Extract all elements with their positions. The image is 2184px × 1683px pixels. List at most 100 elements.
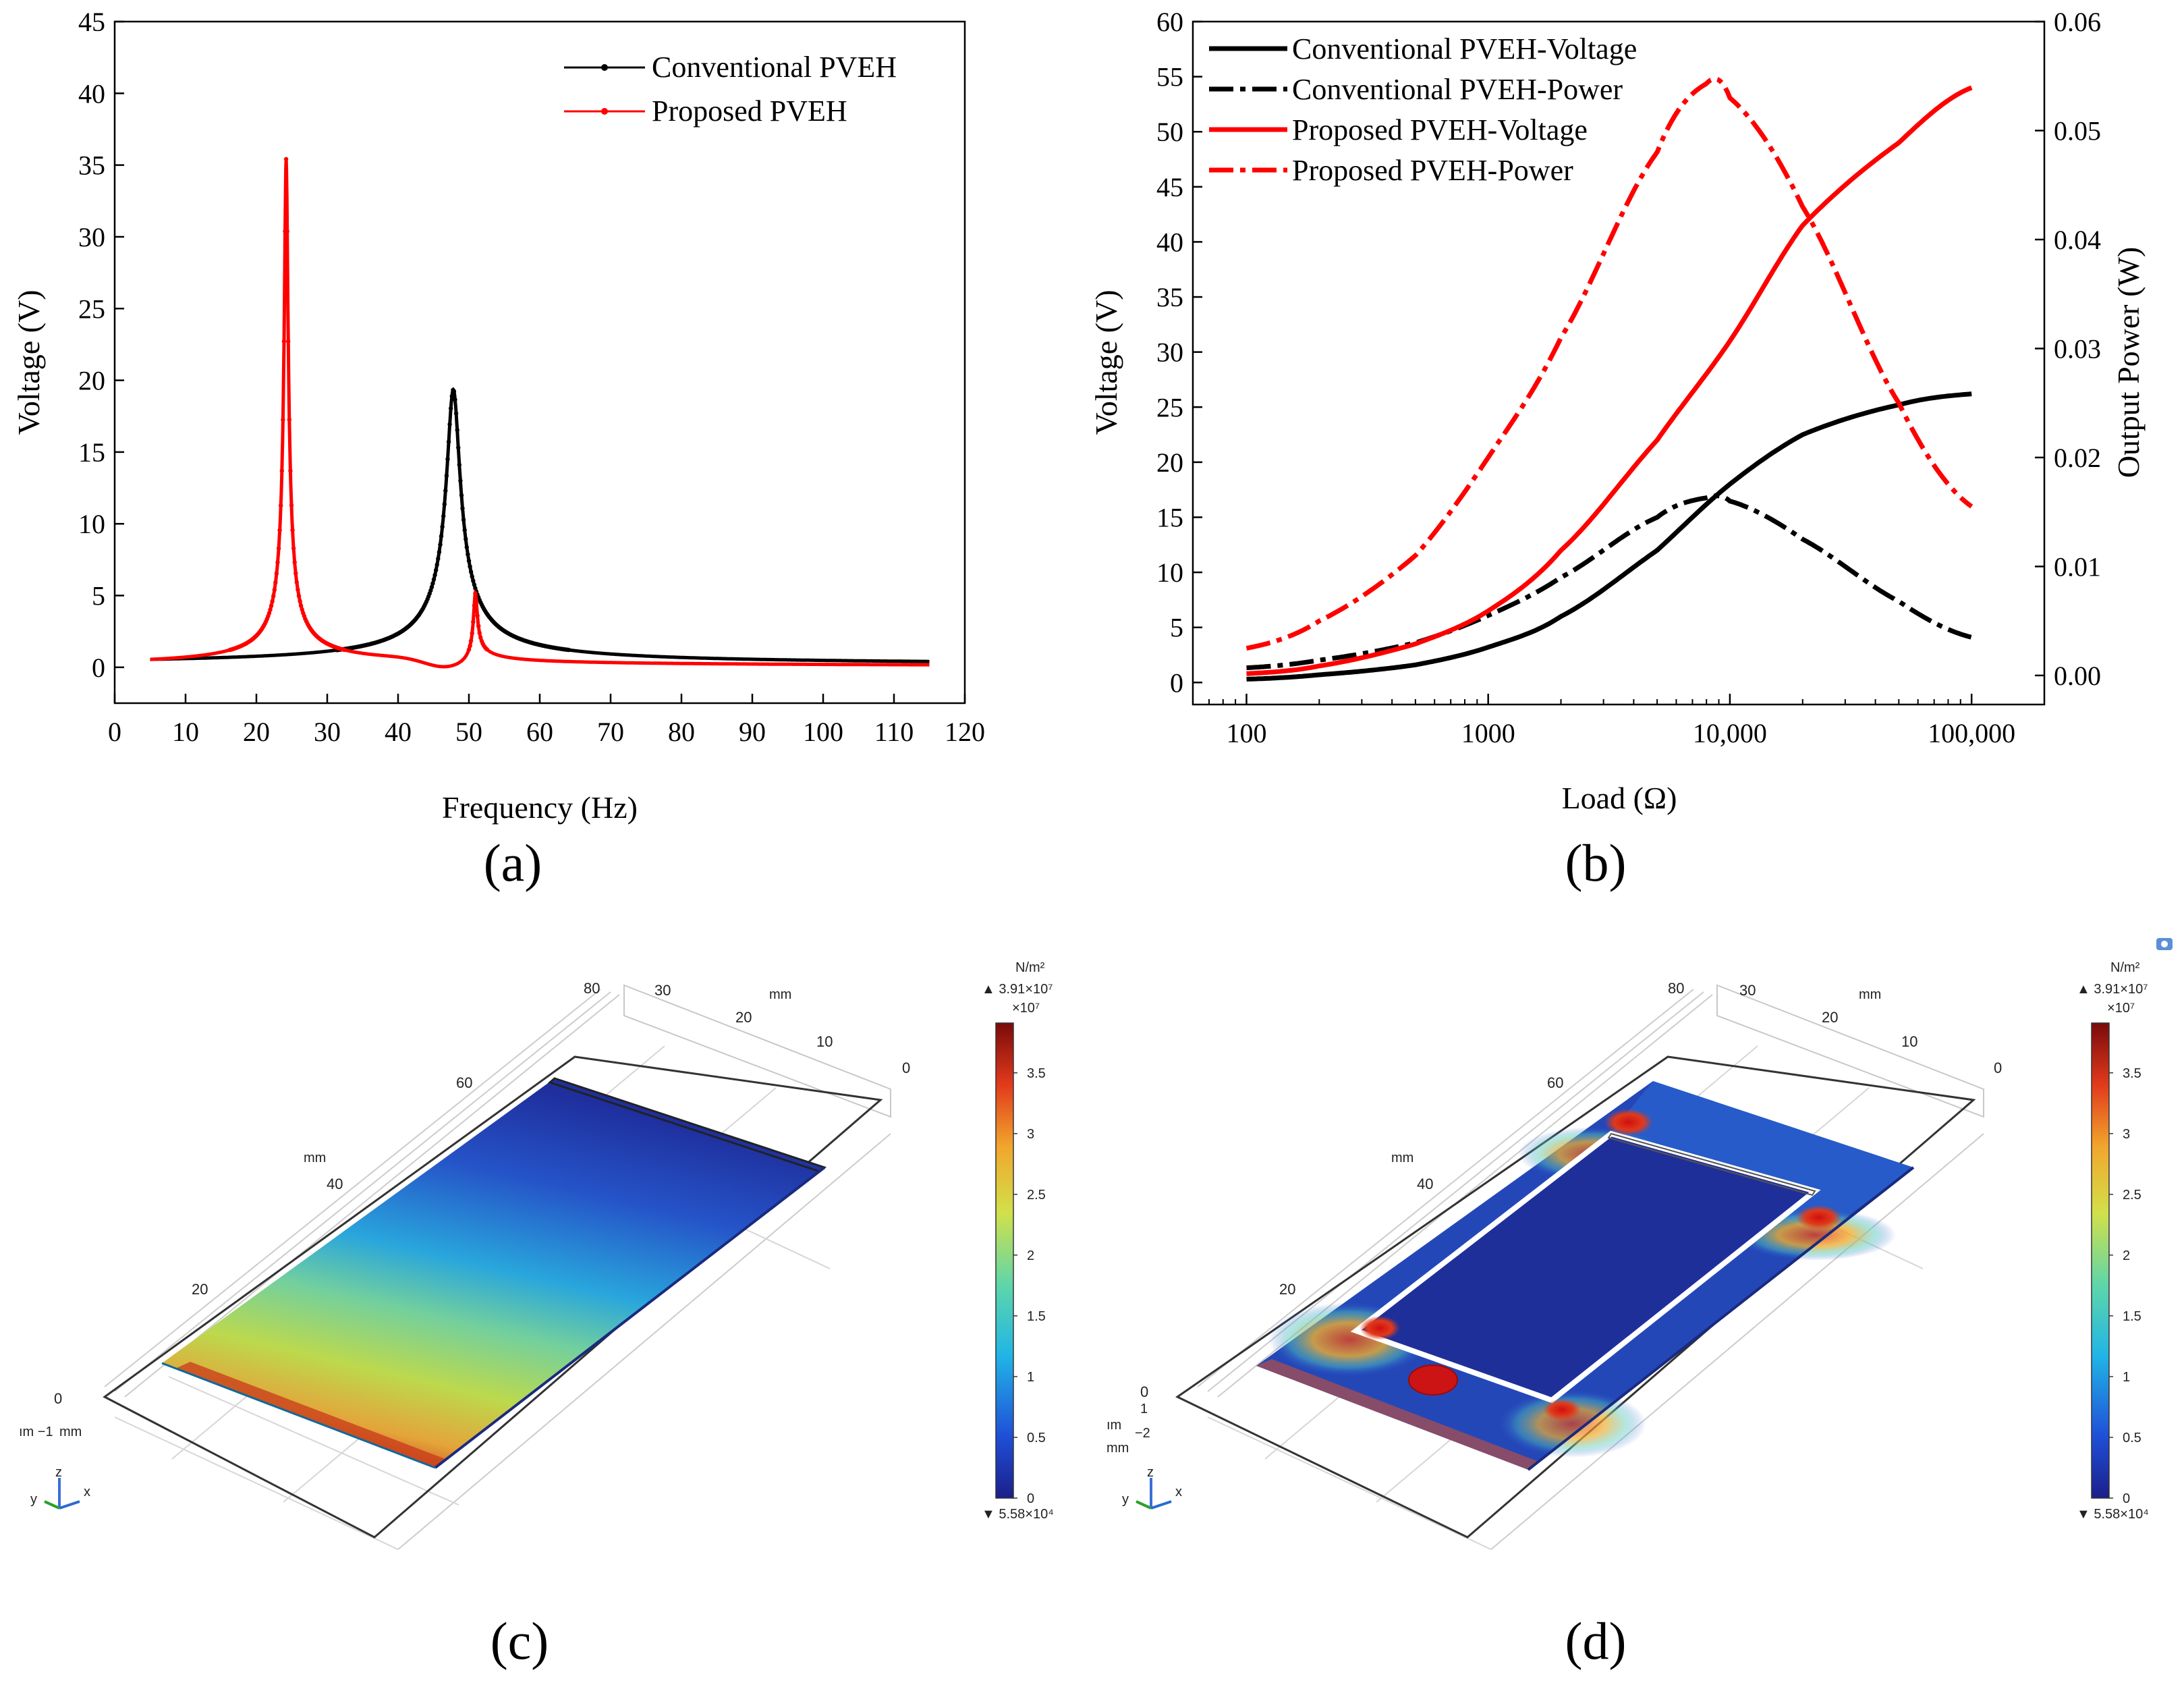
y-tick-label: 55 bbox=[1156, 62, 1183, 92]
colorbar-tick-label: 1 bbox=[1027, 1370, 1034, 1385]
sim-c-max: ▲ 3.91×10⁷ bbox=[982, 982, 1053, 997]
data-point bbox=[281, 417, 285, 422]
sim-c-grid-line bbox=[168, 1376, 459, 1506]
x-tick-label: 100,000 bbox=[1928, 718, 2015, 748]
legend-a-proposed-label: Proposed PVEH bbox=[652, 94, 847, 128]
data-point bbox=[461, 518, 466, 522]
data-point bbox=[271, 594, 276, 599]
panel-c-letter: (c) bbox=[491, 1611, 549, 1670]
data-point bbox=[472, 582, 477, 587]
stress-simulation-proposed: 80 30 mm 20 10 0 60 mm 40 20 0 1 ım −2 m… bbox=[1107, 938, 2173, 1670]
chart-b-x-label: Load (Ω) bbox=[1562, 781, 1677, 815]
chart-a-plot-area bbox=[150, 157, 930, 669]
y2-tick-label: 0.06 bbox=[2054, 7, 2101, 37]
x-tick-label: 60 bbox=[526, 717, 553, 747]
data-point bbox=[449, 406, 453, 411]
sim-c-base-frame bbox=[103, 1055, 883, 1539]
data-point bbox=[274, 571, 279, 576]
data-point bbox=[291, 546, 296, 551]
data-point bbox=[276, 546, 281, 551]
colorbar-tick-label: 3 bbox=[2123, 1127, 2130, 1142]
data-point bbox=[290, 528, 295, 532]
y-tick-label: 45 bbox=[1156, 172, 1183, 202]
sim-c-stress-plate bbox=[162, 1078, 824, 1468]
sim-d-tick: 60 bbox=[1547, 1074, 1563, 1091]
x-tick-label: 50 bbox=[455, 717, 482, 747]
legend-b-conv-voltage-label: Conventional PVEH-Voltage bbox=[1292, 32, 1637, 65]
data-point bbox=[296, 587, 300, 592]
data-point bbox=[468, 638, 474, 643]
sim-d-tick: mm bbox=[1391, 1151, 1413, 1165]
sim-c-back-frame bbox=[623, 984, 891, 1118]
sim-d-large-hotspot bbox=[1408, 1364, 1458, 1396]
data-point bbox=[455, 428, 459, 433]
triad-d-x-label: x bbox=[1175, 1485, 1182, 1499]
chart-b-y-label: Voltage (V) bbox=[1089, 289, 1123, 435]
sim-d-tick: 0 bbox=[1994, 1059, 2002, 1076]
data-point bbox=[288, 468, 293, 473]
triad-d-x-axis bbox=[1150, 1500, 1172, 1510]
x-tick-label: 20 bbox=[243, 717, 270, 747]
sim-c-tick: mm bbox=[304, 1151, 326, 1165]
sim-c-unit: N/m² bbox=[1015, 960, 1045, 975]
legend-b-prop-voltage-label: Proposed PVEH-Voltage bbox=[1292, 113, 1588, 146]
y2-tick-label: 0.04 bbox=[2054, 225, 2101, 255]
camera-icon[interactable] bbox=[2156, 938, 2173, 950]
sim-c-min: ▼ 5.58×10⁴ bbox=[982, 1507, 1054, 1522]
sim-c-tick: 20 bbox=[192, 1281, 208, 1298]
data-point bbox=[458, 478, 463, 483]
data-point bbox=[277, 528, 282, 532]
data-point bbox=[428, 588, 433, 593]
x-tick-label: 0 bbox=[108, 717, 121, 747]
sim-c-tick: 10 bbox=[816, 1033, 833, 1050]
sim-d-tick: 80 bbox=[1668, 980, 1684, 997]
y-tick-label: 40 bbox=[78, 78, 105, 109]
sim-c-grid-line bbox=[104, 989, 601, 1387]
frequency-response-chart: 0 5 10 15 20 25 30 35 40 45 0 10 20 30 40 50 60 70 80 90 10… bbox=[11, 7, 985, 892]
y-tick-label: 50 bbox=[1156, 117, 1183, 147]
triad-c-z-label: z bbox=[55, 1465, 62, 1480]
sim-d-warm-region bbox=[1498, 1390, 1646, 1458]
data-point bbox=[444, 473, 449, 478]
sim-d-grid-line bbox=[1207, 1416, 1492, 1550]
x-tick-label: 30 bbox=[314, 717, 341, 747]
data-point bbox=[478, 635, 483, 640]
sim-d-colorbar: N/m² ▲ 3.91×10⁷ ×10⁷ 3.5 3 2.5 2 1.5 1 0.5 0 ▼ … bbox=[2077, 960, 2149, 1522]
data-point bbox=[473, 586, 478, 590]
legend-b-conv-power-label: Conventional PVEH-Power bbox=[1292, 73, 1623, 106]
x-tick-label: 40 bbox=[385, 717, 412, 747]
sim-d-scale: ×10⁷ bbox=[2107, 1001, 2135, 1016]
sim-c-tick: 40 bbox=[327, 1176, 343, 1192]
data-point bbox=[429, 584, 435, 590]
data-point bbox=[296, 593, 302, 599]
data-point bbox=[292, 560, 297, 565]
data-point bbox=[468, 564, 472, 569]
sim-d-tick: 20 bbox=[1822, 1009, 1838, 1026]
x-tick-label: 100 bbox=[1226, 718, 1266, 748]
chart-b-left-y-axis: 0 5 10 15 20 25 30 35 40 45 50 55 60 bbox=[1156, 7, 1202, 698]
data-point bbox=[470, 574, 474, 579]
data-point bbox=[342, 647, 347, 653]
legend-a-conventional-marker bbox=[601, 64, 608, 71]
data-point bbox=[436, 556, 441, 561]
data-point bbox=[446, 439, 451, 444]
sim-d-plate-edge bbox=[1527, 1166, 1915, 1471]
data-point bbox=[471, 578, 476, 583]
y-tick-label: 60 bbox=[1156, 7, 1183, 37]
data-point bbox=[298, 599, 302, 604]
x-tick-label: 90 bbox=[739, 717, 766, 747]
sim-c-axis-triad: z y x bbox=[30, 1465, 90, 1510]
sim-d-tick: 20 bbox=[1279, 1281, 1295, 1298]
y-tick-label: 20 bbox=[78, 366, 105, 396]
sim-d-unit: N/m² bbox=[2110, 960, 2140, 975]
series-conv-power bbox=[1246, 493, 1973, 671]
sim-c-colorbar-gradient bbox=[995, 1022, 1014, 1499]
y-tick-label: 25 bbox=[1156, 392, 1183, 422]
y-tick-label: 35 bbox=[78, 150, 105, 181]
y2-tick-label: 0.01 bbox=[2054, 551, 2101, 582]
sim-d-hotspot bbox=[1604, 1109, 1653, 1136]
chart-b-y2-label: Output Power (W) bbox=[2111, 247, 2146, 478]
colorbar-tick-label: 0 bbox=[1027, 1491, 1034, 1506]
triad-d-z-label: z bbox=[1147, 1465, 1154, 1480]
